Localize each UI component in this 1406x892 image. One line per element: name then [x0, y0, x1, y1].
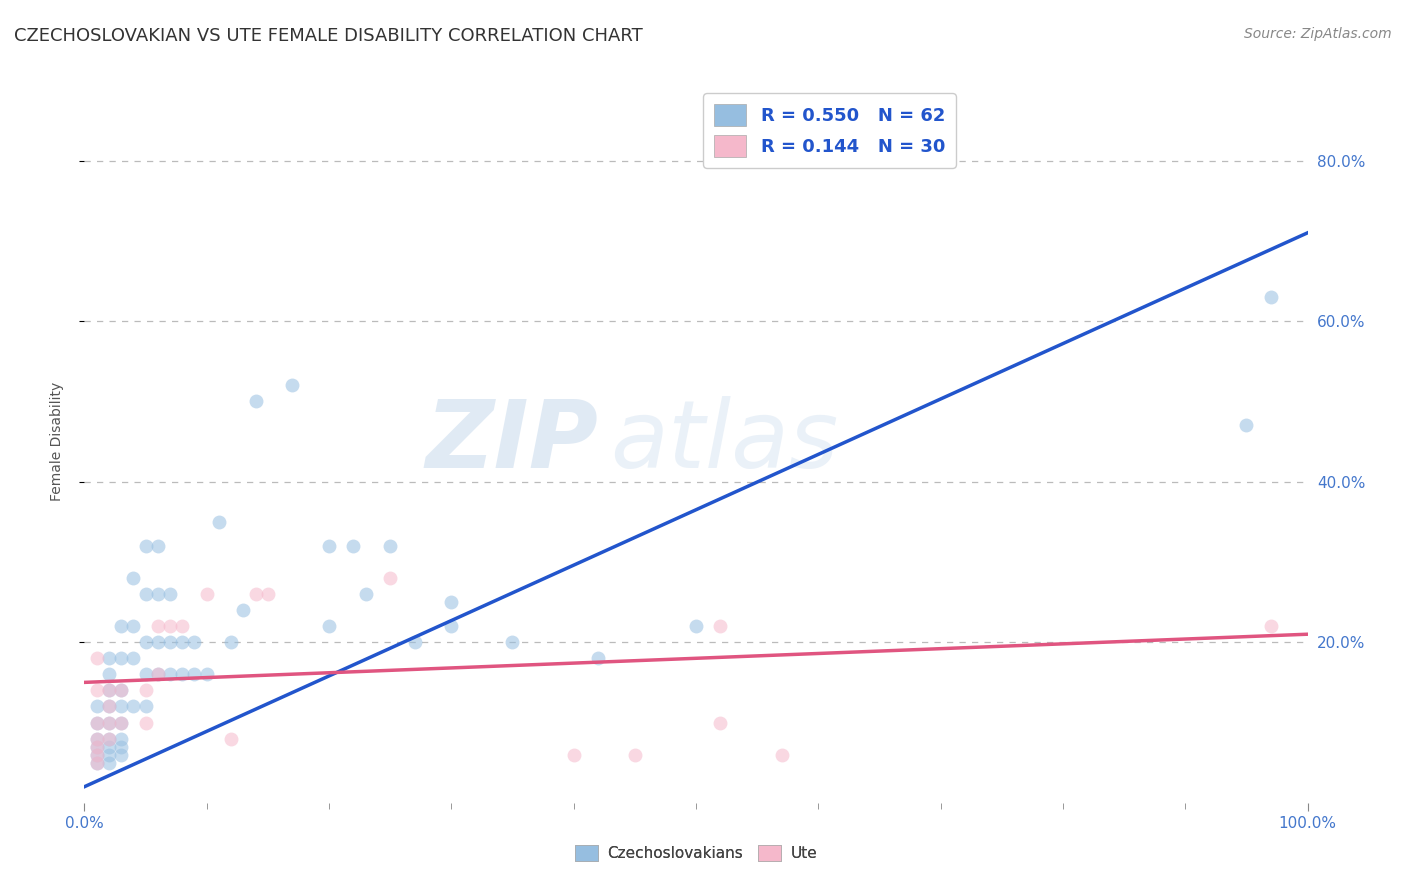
Point: [183, 667, 205, 681]
Point: [110, 731, 132, 746]
Point: [86, 715, 108, 730]
Point: [86, 651, 108, 665]
Point: [1236, 418, 1258, 433]
Point: [257, 587, 280, 601]
Text: Source: ZipAtlas.com: Source: ZipAtlas.com: [1244, 27, 1392, 41]
Point: [97, 747, 120, 762]
Point: [146, 667, 169, 681]
Point: [110, 739, 132, 754]
Point: [562, 747, 585, 762]
Point: [502, 635, 524, 649]
Point: [354, 587, 377, 601]
Point: [208, 515, 231, 529]
Point: [159, 619, 181, 633]
Point: [122, 651, 145, 665]
Point: [146, 667, 169, 681]
Point: [404, 635, 426, 649]
Point: [146, 587, 169, 601]
Point: [135, 635, 157, 649]
Point: [97, 715, 120, 730]
Point: [110, 683, 132, 698]
Point: [135, 715, 157, 730]
Point: [86, 699, 108, 714]
Point: [86, 683, 108, 698]
Point: [97, 667, 120, 681]
Text: CZECHOSLOVAKIAN VS UTE FEMALE DISABILITY CORRELATION CHART: CZECHOSLOVAKIAN VS UTE FEMALE DISABILITY…: [14, 27, 643, 45]
Point: [97, 683, 120, 698]
Point: [122, 699, 145, 714]
Point: [97, 756, 120, 770]
Text: atlas: atlas: [610, 396, 838, 487]
Point: [110, 683, 132, 698]
Point: [86, 756, 108, 770]
Point: [159, 587, 181, 601]
Point: [135, 539, 157, 553]
Point: [122, 619, 145, 633]
Point: [86, 739, 108, 754]
Point: [86, 747, 108, 762]
Point: [110, 715, 132, 730]
Point: [172, 635, 194, 649]
Point: [135, 683, 157, 698]
Point: [159, 667, 181, 681]
Point: [709, 619, 731, 633]
Point: [685, 619, 707, 633]
Text: ZIP: ZIP: [425, 395, 598, 488]
Point: [195, 667, 218, 681]
Point: [245, 587, 267, 601]
Point: [97, 739, 120, 754]
Point: [172, 619, 194, 633]
Point: [183, 635, 205, 649]
Point: [219, 635, 242, 649]
Point: [440, 619, 463, 633]
Point: [110, 715, 132, 730]
Point: [97, 683, 120, 698]
Point: [624, 747, 647, 762]
Point: [342, 539, 364, 553]
Point: [770, 747, 793, 762]
Point: [146, 635, 169, 649]
Point: [709, 715, 731, 730]
Point: [318, 539, 340, 553]
Point: [380, 571, 402, 585]
Point: [172, 667, 194, 681]
Point: [110, 619, 132, 633]
Point: [97, 651, 120, 665]
Point: [86, 731, 108, 746]
Point: [1260, 619, 1282, 633]
Point: [97, 699, 120, 714]
Point: [232, 603, 254, 617]
Legend: Czechoslovakians, Ute: Czechoslovakians, Ute: [569, 839, 823, 867]
Point: [146, 619, 169, 633]
Point: [159, 635, 181, 649]
Point: [440, 595, 463, 609]
Point: [380, 539, 402, 553]
Point: [97, 715, 120, 730]
Point: [146, 539, 169, 553]
Point: [318, 619, 340, 633]
Point: [110, 699, 132, 714]
Point: [219, 731, 242, 746]
Point: [135, 587, 157, 601]
Point: [86, 731, 108, 746]
Point: [245, 394, 267, 409]
Point: [110, 747, 132, 762]
Point: [135, 667, 157, 681]
Point: [122, 571, 145, 585]
Point: [1260, 290, 1282, 304]
Point: [97, 731, 120, 746]
Point: [586, 651, 609, 665]
Point: [86, 715, 108, 730]
Point: [195, 587, 218, 601]
Point: [86, 739, 108, 754]
Point: [281, 378, 304, 392]
Y-axis label: Female Disability: Female Disability: [49, 382, 63, 501]
Point: [86, 756, 108, 770]
Point: [110, 651, 132, 665]
Point: [97, 699, 120, 714]
Point: [97, 731, 120, 746]
Point: [86, 747, 108, 762]
Point: [135, 699, 157, 714]
